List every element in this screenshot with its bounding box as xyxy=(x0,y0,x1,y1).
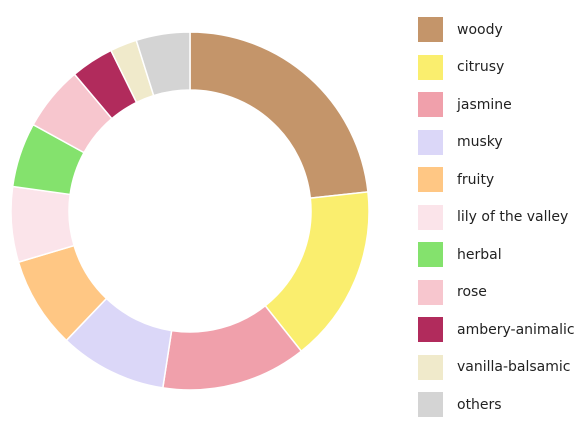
legend-swatch xyxy=(418,354,443,380)
donut-slices xyxy=(10,31,370,391)
legend-item-herbal: herbal xyxy=(418,236,575,274)
slice-others xyxy=(135,31,191,97)
legend-item-lily-of-the-valley: lily of the valley xyxy=(418,199,575,237)
legend-swatch xyxy=(418,129,443,155)
legend: woody citrusy jasmine musky fruity lily of th… xyxy=(418,11,575,424)
legend-item-citrusy: citrusy xyxy=(418,49,575,87)
legend-swatch xyxy=(418,17,443,43)
legend-label: lily of the valley xyxy=(457,209,569,226)
legend-label: rose xyxy=(457,284,487,301)
legend-label: ambery-animalic xyxy=(457,321,575,338)
legend-item-jasmine: jasmine xyxy=(418,86,575,124)
legend-swatch xyxy=(418,167,443,193)
legend-swatch xyxy=(418,54,443,80)
legend-swatch xyxy=(418,242,443,268)
legend-item-fruity: fruity xyxy=(418,161,575,199)
legend-label: citrusy xyxy=(457,59,505,76)
legend-swatch xyxy=(418,92,443,118)
legend-label: musky xyxy=(457,134,503,151)
legend-swatch xyxy=(418,392,443,418)
legend-item-woody: woody xyxy=(418,11,575,49)
legend-label: woody xyxy=(457,21,503,38)
legend-item-vanilla-balsamic: vanilla-balsamic xyxy=(418,349,575,387)
legend-label: jasmine xyxy=(457,96,512,113)
legend-label: vanilla-balsamic xyxy=(457,359,571,376)
legend-label: others xyxy=(457,396,502,413)
legend-swatch xyxy=(418,204,443,230)
legend-label: herbal xyxy=(457,246,502,263)
legend-item-musky: musky xyxy=(418,124,575,162)
legend-item-ambery-animalic: ambery-animalic xyxy=(418,311,575,349)
legend-item-others: others xyxy=(418,386,575,424)
legend-swatch xyxy=(418,317,443,343)
donut-chart xyxy=(10,31,370,391)
legend-swatch xyxy=(418,279,443,305)
legend-label: fruity xyxy=(457,171,495,188)
legend-item-rose: rose xyxy=(418,274,575,312)
slice-woody xyxy=(189,31,369,199)
